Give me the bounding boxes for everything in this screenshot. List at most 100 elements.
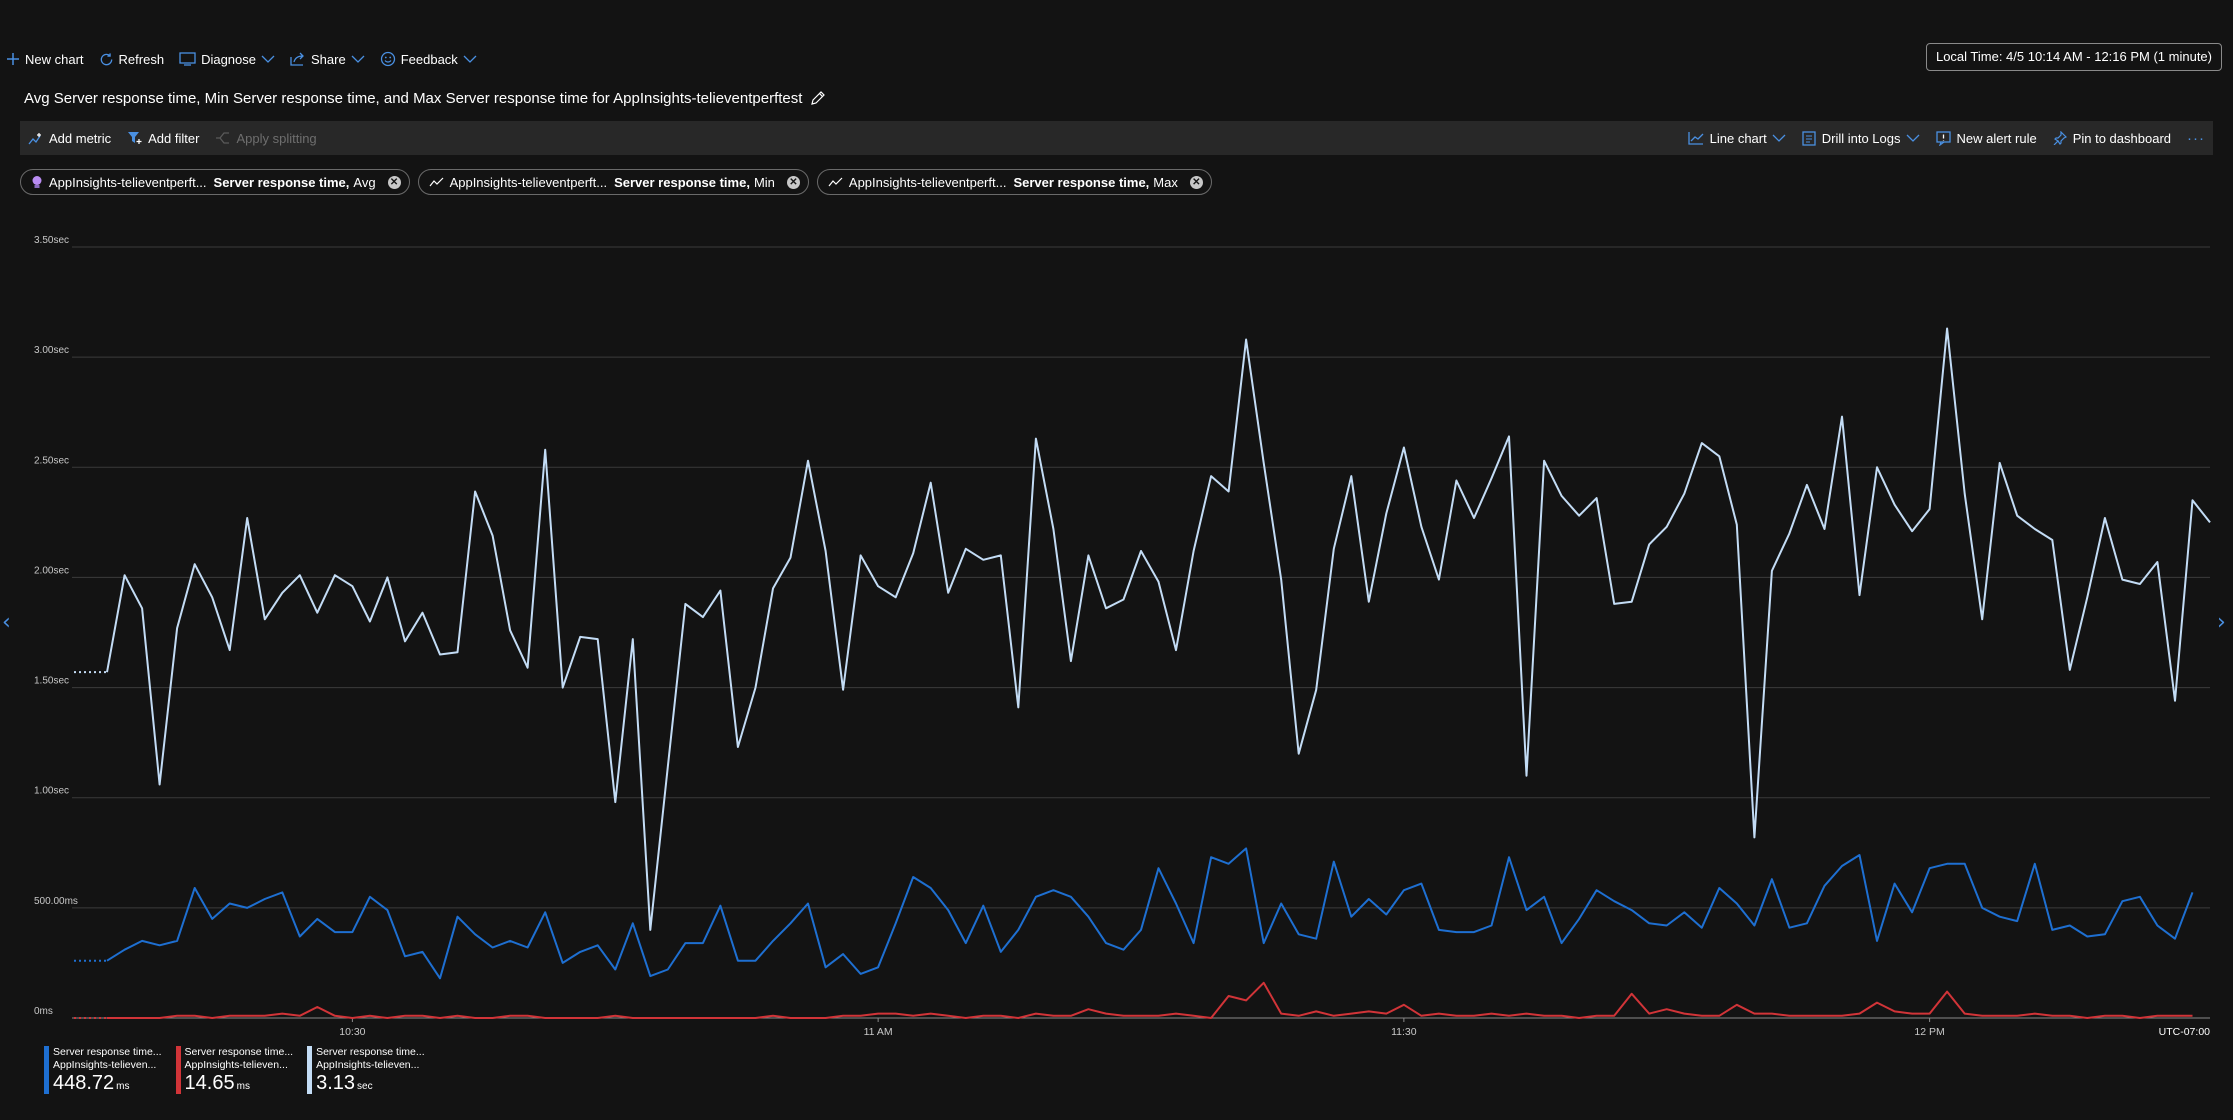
- share-icon: [290, 52, 304, 66]
- legend-resource: AppInsights-telieven...: [53, 1059, 157, 1071]
- time-range-picker[interactable]: Local Time: 4/5 10:14 AM - 12:16 PM (1 m…: [1925, 43, 2222, 71]
- series-line-server-response-time-avg: [106, 847, 2194, 980]
- y-tick-label: 500.00ms: [34, 896, 78, 907]
- metric-pill-min[interactable]: AppInsights-telieventperft... Server res…: [417, 169, 809, 195]
- chart-command-bar: Add metric Add filter Apply splitting Li…: [20, 121, 2213, 155]
- x-tick-label: 10:30: [339, 1026, 365, 1038]
- y-tick-label: 2.50sec: [34, 455, 69, 466]
- pill-aggregation: Avg: [353, 174, 376, 190]
- legend-color-swatch: [44, 1046, 49, 1094]
- metric-line-icon: [828, 177, 843, 187]
- timezone-label: UTC-07:00: [2159, 1026, 2211, 1038]
- legend-value-number: 3.13: [316, 1072, 356, 1094]
- x-tick-label: 12 PM: [1914, 1026, 1944, 1038]
- legend-value-number: 14.65: [184, 1072, 235, 1094]
- pin-to-dashboard-button[interactable]: Pin to dashboard: [2045, 121, 2179, 155]
- smiley-icon: [380, 51, 395, 67]
- y-tick-label: 2.00sec: [34, 565, 69, 576]
- chart-legend: Server response time... AppInsights-teli…: [44, 1046, 439, 1098]
- legend-value: 14.65 ms: [185, 1072, 294, 1098]
- legend-text: Server response time... AppInsights-teli…: [316, 1046, 425, 1098]
- share-button[interactable]: Share: [284, 44, 374, 74]
- pill-aggregation: Min: [753, 174, 775, 190]
- line-chart-label: Line chart: [1709, 130, 1767, 146]
- chevron-down-icon: [351, 55, 365, 63]
- series-line-server-response-time-max: [106, 327, 2211, 931]
- diagnose-button[interactable]: Diagnose: [173, 44, 284, 74]
- line-chart[interactable]: 0ms 500.00ms 1.00sec 1.50sec 2.00sec 2.50sec 3…: [0, 220, 2233, 1050]
- x-tick-label: 11:30: [1391, 1026, 1417, 1038]
- new-alert-rule-button[interactable]: New alert rule: [1928, 121, 2045, 155]
- pill-metric: Server response time,: [614, 174, 750, 190]
- apply-splitting-button[interactable]: Apply splitting: [207, 121, 324, 155]
- pill-aggregation: Max: [1153, 174, 1178, 190]
- command-bar-right-group: Line chart Drill into Logs New alert rul…: [1680, 121, 2213, 155]
- feedback-button[interactable]: Feedback: [374, 44, 486, 74]
- legend-text: Server response time... AppInsights-teli…: [53, 1046, 162, 1098]
- legend-resource: AppInsights-telieven...: [316, 1059, 420, 1071]
- filter-icon: [128, 132, 142, 144]
- new-chart-label: New chart: [25, 51, 84, 67]
- lightbulb-icon: [32, 175, 42, 188]
- refresh-button[interactable]: Refresh: [93, 44, 174, 74]
- pin-to-dashboard-label: Pin to dashboard: [2072, 130, 2171, 146]
- legend-unit: ms: [116, 1081, 130, 1092]
- legend-item-avg[interactable]: Server response time... AppInsights-teli…: [44, 1046, 162, 1098]
- pill-resource: AppInsights-telieventperft...: [49, 174, 207, 190]
- legend-item-max[interactable]: Server response time... AppInsights-teli…: [307, 1046, 425, 1098]
- legend-text: Server response time... AppInsights-teli…: [185, 1046, 294, 1098]
- metric-line-icon: [429, 177, 443, 187]
- chevron-right-icon[interactable]: ›: [2217, 610, 2226, 635]
- line-chart-button[interactable]: Line chart: [1680, 121, 1794, 155]
- new-chart-button[interactable]: New chart: [0, 44, 93, 74]
- chevron-down-icon: [463, 55, 477, 63]
- add-filter-button[interactable]: Add filter: [119, 121, 207, 155]
- y-tick-label: 3.50sec: [34, 235, 69, 246]
- legend-item-min[interactable]: Server response time... AppInsights-teli…: [175, 1046, 294, 1098]
- pencil-icon[interactable]: [810, 90, 826, 106]
- alert-icon: [1935, 130, 1951, 146]
- diagnose-label: Diagnose: [201, 51, 256, 67]
- pill-metric: Server response time,: [213, 174, 350, 190]
- remove-metric-icon[interactable]: ✕: [786, 175, 800, 189]
- legend-value: 3.13 sec: [316, 1072, 425, 1098]
- add-filter-label: Add filter: [148, 130, 200, 146]
- splitting-icon: [216, 132, 230, 144]
- apply-splitting-label: Apply splitting: [236, 130, 317, 146]
- chevron-left-icon[interactable]: ‹: [2, 610, 11, 635]
- legend-metric: Server response time...: [184, 1046, 294, 1058]
- plus-icon: [7, 53, 19, 65]
- legend-color-swatch: [307, 1046, 313, 1094]
- drill-into-logs-button[interactable]: Drill into Logs: [1794, 121, 1928, 155]
- pill-resource: AppInsights-telieventperft...: [449, 174, 608, 190]
- remove-metric-icon[interactable]: ✕: [387, 175, 401, 189]
- add-metric-button[interactable]: Add metric: [20, 121, 119, 155]
- legend-resource: AppInsights-telieven...: [184, 1059, 288, 1071]
- x-tick-label: 11 AM: [864, 1026, 893, 1038]
- metric-pills: AppInsights-telieventperft... Server res…: [20, 168, 1220, 196]
- pill-metric: Server response time,: [1013, 174, 1150, 190]
- drill-into-logs-label: Drill into Logs: [1821, 130, 1901, 146]
- logs-icon: [1802, 130, 1816, 146]
- y-tick-label: 0ms: [34, 1006, 53, 1017]
- legend-value: 448.72 ms: [53, 1072, 162, 1098]
- chevron-down-icon: [1772, 134, 1786, 142]
- pin-icon: [2053, 131, 2067, 145]
- metric-pill-max[interactable]: AppInsights-telieventperft... Server res…: [816, 169, 1212, 195]
- top-toolbar: New chart Refresh Diagnose Share Feedbac…: [0, 44, 2233, 74]
- metric-pill-avg[interactable]: AppInsights-telieventperft... Server res…: [20, 169, 410, 195]
- refresh-icon: [100, 52, 112, 65]
- chevron-down-icon: [261, 55, 275, 63]
- legend-unit: ms: [236, 1081, 250, 1092]
- line-chart-icon: [1687, 132, 1704, 145]
- y-tick-label: 3.00sec: [34, 345, 69, 356]
- refresh-label: Refresh: [118, 51, 165, 67]
- legend-unit: sec: [357, 1081, 373, 1092]
- ellipsis-icon: ···: [2187, 129, 2205, 147]
- remove-metric-icon[interactable]: ✕: [1189, 175, 1203, 189]
- chart-title[interactable]: Avg Server response time, Min Server res…: [24, 86, 826, 110]
- pill-resource: AppInsights-telieventperft...: [848, 174, 1007, 190]
- y-tick-label: 1.50sec: [34, 676, 69, 687]
- more-options-button[interactable]: ···: [2179, 121, 2213, 155]
- y-tick-label: 1.00sec: [34, 786, 69, 797]
